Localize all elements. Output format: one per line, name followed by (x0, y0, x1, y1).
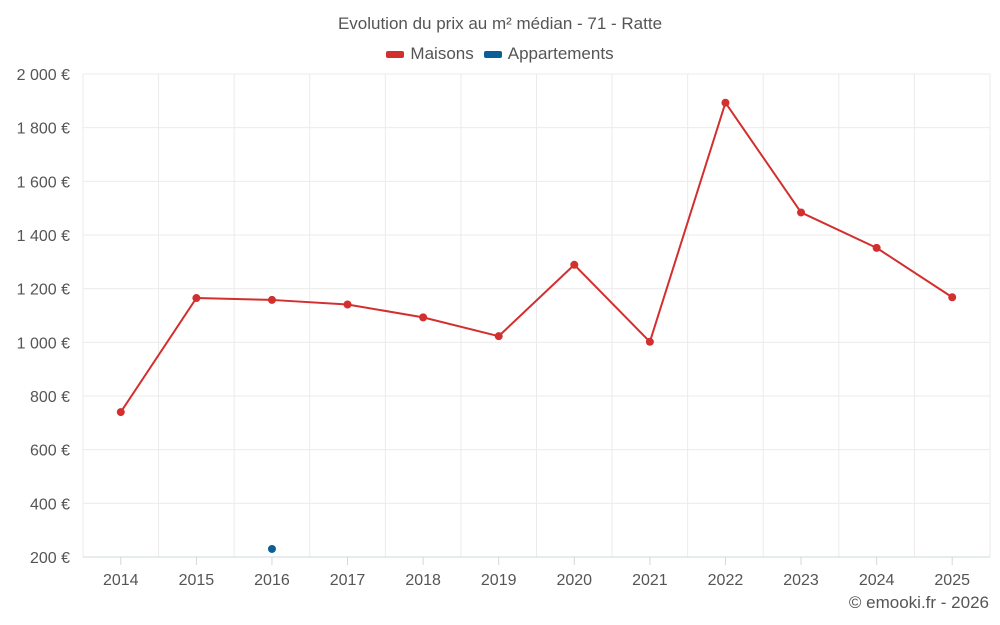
data-point-maisons (872, 243, 881, 252)
y-tick-label: 600 € (30, 443, 70, 460)
x-tick-label: 2019 (481, 572, 517, 589)
x-tick-label: 2022 (708, 572, 744, 589)
data-point-appartements (267, 544, 276, 553)
grid-lines (82, 73, 991, 557)
data-point-maisons (797, 208, 806, 217)
series-layer (116, 98, 957, 553)
series-line-maisons (119, 101, 953, 413)
x-tick-label: 2021 (632, 572, 668, 589)
legend-swatch-appartements (483, 50, 502, 58)
x-tick-label: 2020 (556, 572, 592, 589)
legend: Maisons Appartements (0, 44, 1000, 64)
x-tick-label: 2015 (179, 572, 215, 589)
y-tick-label: 1 200 € (17, 282, 70, 299)
legend-item-appartements[interactable]: Appartements (483, 44, 614, 64)
data-point-maisons (116, 408, 125, 417)
x-tick-label: 2024 (859, 572, 895, 589)
legend-swatch-maisons (386, 50, 405, 58)
data-point-maisons (494, 332, 503, 341)
data-point-maisons (192, 294, 201, 303)
x-tick-label: 2017 (330, 572, 366, 589)
legend-label-maisons: Maisons (410, 44, 474, 63)
chart-title: Evolution du prix au m² médian - 71 - Ra… (337, 14, 663, 33)
x-tick-label: 2025 (934, 572, 970, 589)
y-tick-label: 1 400 € (17, 228, 70, 245)
data-point-maisons (645, 337, 654, 346)
data-point-maisons (267, 295, 276, 304)
x-tick-label: 2023 (783, 572, 819, 589)
credit-text: © emooki.fr - 2026 (848, 593, 989, 612)
data-point-maisons (419, 313, 428, 322)
legend-label-appartements: Appartements (507, 44, 614, 63)
legend-item-maisons[interactable]: Maisons (386, 44, 474, 64)
y-tick-label: 1 800 € (17, 121, 70, 138)
y-tick-label: 200 € (30, 550, 70, 567)
y-tick-label: 1 600 € (17, 174, 70, 191)
x-tick-label: 2018 (405, 572, 441, 589)
y-tick-label: 800 € (30, 389, 70, 406)
data-point-maisons (570, 260, 579, 269)
y-tick-label: 1 000 € (17, 335, 70, 352)
x-tick-label: 2014 (103, 572, 139, 589)
data-point-maisons (948, 293, 957, 302)
y-tick-label: 2 000 € (17, 67, 70, 84)
data-point-maisons (721, 98, 730, 107)
y-tick-label: 400 € (30, 496, 70, 513)
x-tick-label: 2016 (254, 572, 290, 589)
axes: 200 € 400 € 600 € 800 € 1 000 € 1 200 € 1 400 … (17, 67, 990, 589)
data-point-maisons (343, 300, 352, 309)
